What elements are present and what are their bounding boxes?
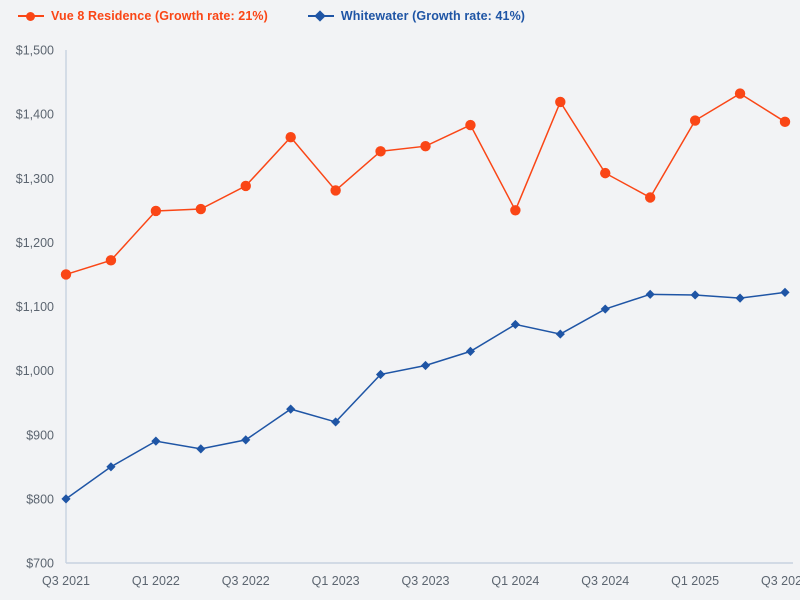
data-point-marker[interactable] (780, 287, 790, 297)
data-point-marker[interactable] (331, 417, 341, 427)
data-point-marker[interactable] (285, 132, 296, 143)
legend-marker-circle-icon (18, 9, 44, 23)
data-point-marker[interactable] (465, 119, 476, 131)
data-point-marker[interactable] (196, 444, 206, 454)
data-point-marker[interactable] (105, 255, 117, 266)
x-axis-tick-label: Q1 2023 (312, 574, 360, 588)
y-axis-tick-label: $1,200 (16, 236, 54, 250)
data-point-marker[interactable] (510, 205, 521, 216)
data-point-marker[interactable] (240, 180, 251, 192)
x-axis-tick-label: Q3 2022 (222, 574, 270, 588)
data-point-marker[interactable] (690, 290, 700, 300)
data-point-marker[interactable] (510, 319, 520, 330)
data-point-marker[interactable] (734, 88, 746, 99)
data-point-marker[interactable] (195, 203, 207, 215)
series-line (65, 92, 786, 276)
data-point-marker[interactable] (330, 185, 341, 196)
data-point-marker[interactable] (420, 140, 431, 152)
data-point-marker[interactable] (60, 269, 72, 280)
x-axis-tick-label: Q1 2024 (491, 574, 539, 588)
data-point-marker[interactable] (375, 369, 386, 380)
legend-label-whitewater: Whitewater (Growth rate: 41%) (340, 9, 526, 23)
y-axis-tick-label: $1,400 (16, 108, 54, 122)
data-point-marker[interactable] (600, 304, 610, 314)
data-point-marker[interactable] (644, 192, 656, 203)
data-point-marker[interactable] (241, 435, 251, 445)
legend-item-whitewater[interactable]: Whitewater (Growth rate: 41%) (307, 9, 526, 23)
legend-label-vue-8-residence: Vue 8 Residence (Growth rate: 21%) (51, 9, 268, 23)
data-point-marker[interactable] (420, 360, 431, 371)
series-2 (61, 287, 790, 504)
data-point-marker[interactable] (689, 115, 701, 126)
chart-legend: Vue 8 Residence (Growth rate: 21%) White… (0, 0, 800, 32)
x-axis: Q3 2021 Q1 2022 Q3 2022 Q1 2023 Q3 2023 Q1 20… (42, 574, 800, 588)
series-line (65, 291, 786, 500)
data-point-marker[interactable] (106, 462, 116, 472)
data-point-marker[interactable] (555, 329, 565, 339)
y-axis-tick-label: $900 (26, 428, 54, 442)
x-axis-tick-label: Q3 2021 (42, 574, 90, 588)
data-point-marker[interactable] (465, 346, 476, 356)
x-axis-tick-label: Q3 2023 (402, 574, 450, 588)
data-point-marker[interactable] (735, 293, 745, 303)
x-axis-tick-label: Q3 2025 (761, 574, 800, 588)
data-point-marker[interactable] (645, 289, 655, 299)
x-axis-tick-label: Q1 2022 (132, 574, 180, 588)
legend-marker-diamond-icon (307, 9, 334, 23)
series-1 (60, 88, 791, 280)
data-point-marker[interactable] (375, 146, 386, 157)
data-point-marker[interactable] (151, 436, 161, 446)
x-axis-tick-label: Q3 2024 (581, 574, 629, 588)
data-point-marker[interactable] (286, 404, 296, 414)
legend-item-vue-8-residence[interactable]: Vue 8 Residence (Growth rate: 21%) (18, 9, 268, 23)
y-axis: $700 $800 $900 $1,000 $1,100 $1,200 $1,300 $1,4… (16, 44, 54, 571)
data-point-marker[interactable] (150, 205, 162, 217)
y-axis-tick-label: $1,300 (16, 172, 54, 186)
x-axis-tick-label: Q1 2025 (671, 574, 719, 588)
y-axis-tick-label: $1,500 (16, 44, 54, 58)
y-axis-tick-label: $700 (26, 557, 54, 571)
data-point-marker[interactable] (600, 167, 611, 179)
y-axis-tick-label: $1,100 (16, 300, 54, 314)
data-point-marker[interactable] (779, 116, 791, 128)
data-series-group (60, 88, 791, 504)
data-point-marker[interactable] (555, 96, 566, 108)
y-axis-tick-label: $800 (26, 492, 54, 506)
y-axis-tick-label: $1,000 (16, 364, 54, 378)
data-point-marker[interactable] (61, 494, 71, 504)
